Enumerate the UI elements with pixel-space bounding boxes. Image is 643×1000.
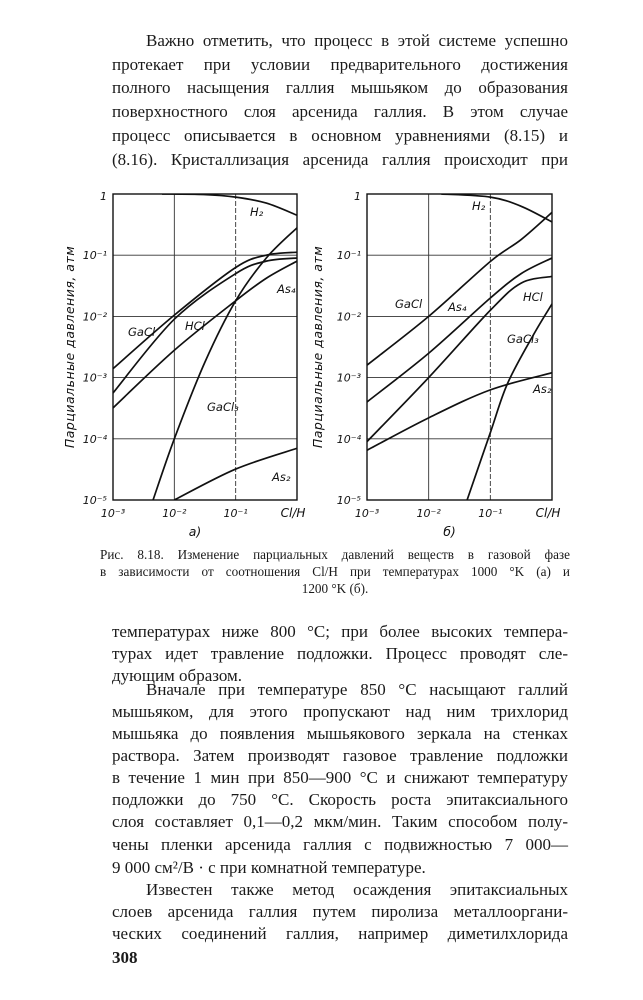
paragraph-line: дующим образом. [112, 666, 243, 685]
y-axis-label: Парциальные давления, атм [310, 246, 325, 448]
series-label: As₄ [447, 300, 467, 314]
x-tick-label: 10⁻³ [355, 507, 380, 520]
paragraph-line: температурах ниже 800 °С; при более высо… [112, 622, 568, 641]
paragraph-line: (8.16). Кристаллизация арсенида галлия п… [112, 150, 568, 169]
y-tick-label: 1 [354, 190, 361, 203]
series-line-2 [113, 251, 297, 370]
paragraph-line: процесс описывается в основном уравнения… [112, 126, 568, 145]
series-label: GaCl [128, 325, 156, 339]
paragraph-line: турах идет травление подложки. Процесс п… [112, 644, 568, 663]
series-label: HCl [523, 290, 544, 304]
chart-panel-2: 110⁻¹10⁻²10⁻³10⁻⁴10⁻⁵10⁻³ 10⁻² 10⁻¹ Cl/HПар… [310, 190, 560, 539]
y-tick-label: 10⁻⁴ [83, 433, 108, 446]
series-line-5 [367, 371, 552, 452]
y-tick-label: 10⁻⁵ [337, 494, 361, 507]
series-label: As₂ [532, 382, 552, 396]
series-line-5 [173, 447, 297, 500]
paragraph-line: 9 000 см²/В · с при комнатной температур… [112, 858, 426, 877]
paragraph-line: в течение 1 мин при 850—900 °С и снижают… [112, 768, 568, 787]
plot-frame [112, 193, 298, 501]
chart-panel-1: 110⁻¹10⁻²10⁻³10⁻⁴10⁻⁵10⁻³ 10⁻² 10⁻¹ Cl/HПар… [62, 190, 305, 539]
y-tick-label: 1 [100, 190, 107, 203]
y-axis-label: Парциальные давления, атм [62, 246, 77, 448]
series-label: GaCl [395, 297, 423, 311]
series-label: H₂ [250, 205, 264, 219]
series-line-2 [367, 257, 552, 403]
page-number: 308 [112, 948, 138, 967]
x-tick-label: 10⁻¹ [224, 507, 248, 520]
y-tick-label: 10⁻⁴ [337, 433, 362, 446]
x-axis-label: Cl/H [281, 506, 306, 520]
y-tick-label: 10⁻³ [83, 372, 108, 385]
paragraph-line: Вначале при температуре 850 °С насыщают … [146, 680, 568, 699]
caption-line: 1200 °K (б). [301, 581, 369, 596]
panel-label: а) [189, 524, 202, 539]
x-tick-label: 10⁻² [162, 507, 187, 520]
x-tick-label: 10⁻³ [101, 507, 126, 520]
paragraph-line: ческих соединений галлия, например димет… [112, 924, 568, 943]
series-line-3 [113, 257, 297, 394]
paragraph-line: слоя составляет 0,1—0,2 мкм/мин. Таким с… [112, 812, 568, 831]
series-label: GaCl₃ [207, 400, 239, 414]
y-tick-label: 10⁻² [337, 310, 362, 323]
series-line-0 [162, 194, 297, 217]
paragraph-line: подложки до 750 °С. Скорость роста эпита… [112, 790, 568, 809]
x-axis-label: Cl/H [536, 506, 561, 520]
paragraph-line: полного насыщения галлия мышьяком до обр… [112, 78, 568, 97]
paragraph-line: мышьяка до появления мышьякового зеркала… [112, 724, 568, 743]
y-tick-label: 10⁻¹ [83, 249, 107, 262]
paragraph-line: Известен также метод осаждения эпитаксиа… [146, 880, 568, 899]
paragraph-line: Важно отметить, что процесс в этой систе… [146, 31, 568, 50]
paragraph-line: поверхностного слоя арсенида галлия. В э… [112, 102, 568, 121]
paragraph-line: раствора. Затем производят газовое травл… [112, 746, 568, 765]
paragraph-line: протекает при условии предварительного д… [112, 55, 568, 74]
series-label: As₄ [276, 282, 296, 296]
y-tick-label: 10⁻⁵ [83, 494, 107, 507]
paragraph-line: слоев арсенида галлия путем пиролиза мет… [112, 902, 568, 921]
series-line-1 [152, 227, 297, 500]
paragraph-line: чены пленки арсенида галлия с подвижност… [112, 835, 568, 854]
series-line-3 [367, 275, 552, 443]
y-tick-label: 10⁻¹ [337, 249, 361, 262]
y-tick-label: 10⁻² [83, 310, 108, 323]
x-tick-label: 10⁻¹ [478, 507, 502, 520]
series-line-1 [367, 211, 552, 366]
series-label: H₂ [472, 199, 486, 213]
panel-label: б) [443, 524, 456, 539]
caption-line: Рис. 8.18. Изменение парциальных давлени… [100, 547, 570, 562]
series-label: As₂ [271, 470, 291, 484]
series-line-4 [113, 260, 297, 409]
x-tick-label: 10⁻² [417, 507, 442, 520]
plot-frame [366, 193, 553, 501]
caption-line: в зависимости от соотношения Cl/H при те… [100, 564, 570, 579]
series-label: GaCl₃ [507, 332, 539, 346]
paragraph-line: мышьяком, для этого пропускают над ним т… [112, 702, 568, 721]
series-line-0 [441, 194, 552, 223]
y-tick-label: 10⁻³ [337, 372, 362, 385]
